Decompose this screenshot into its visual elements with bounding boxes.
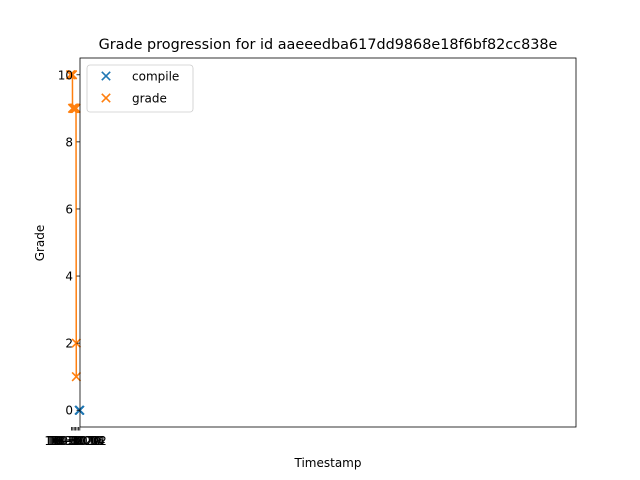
- data-point-grade: [71, 371, 82, 382]
- legend-box: [86, 64, 194, 113]
- x-tick-label: 10-31 00: [44, 434, 98, 448]
- legend-label-compile: compile: [132, 70, 179, 84]
- y-tick-label: 4: [65, 270, 73, 284]
- data-point-grade: [71, 338, 82, 348]
- x-tick-label: 10-30 16: [50, 434, 104, 448]
- data-point-grade-stroke: [65, 70, 76, 80]
- chart-title: Grade progression for id aaeeedba617dd98…: [99, 37, 558, 53]
- x-tick-label: 10-30 20: [47, 434, 101, 448]
- y-tick-label: 10: [58, 68, 73, 82]
- x-tick-label: 10-30 14: [51, 434, 105, 448]
- data-point-grade-stroke: [67, 70, 78, 80]
- data-point-grade-stroke: [67, 103, 78, 114]
- data-point-grade: [65, 70, 76, 80]
- x-axis-label: Timestamp: [294, 456, 362, 470]
- x-tick-label: 10-30 12: [53, 434, 107, 448]
- data-point-grade: [67, 103, 78, 114]
- y-tick-label: 2: [65, 337, 73, 351]
- legend-marker-grade: [101, 93, 111, 103]
- y-tick-label: 0: [65, 404, 73, 418]
- axes-frame: [79, 57, 577, 428]
- legend-label-grade: grade: [132, 92, 167, 106]
- y-axis-label: Grade: [33, 225, 47, 262]
- data-point-grade-stroke: [71, 371, 82, 382]
- y-tick-label: 6: [65, 202, 73, 216]
- legend: compile grade: [86, 64, 194, 113]
- x-tick-label: 10-30 18: [49, 434, 103, 448]
- x-tick-label: 10-30 22: [46, 434, 100, 448]
- y-tick-label: 8: [65, 135, 73, 149]
- legend-marker-compile-stroke: [101, 71, 111, 81]
- legend-marker-grade-stroke: [101, 93, 111, 103]
- legend-marker-compile: [101, 71, 111, 81]
- data-point-grade-stroke: [71, 338, 82, 348]
- data-point-grade: [67, 70, 78, 80]
